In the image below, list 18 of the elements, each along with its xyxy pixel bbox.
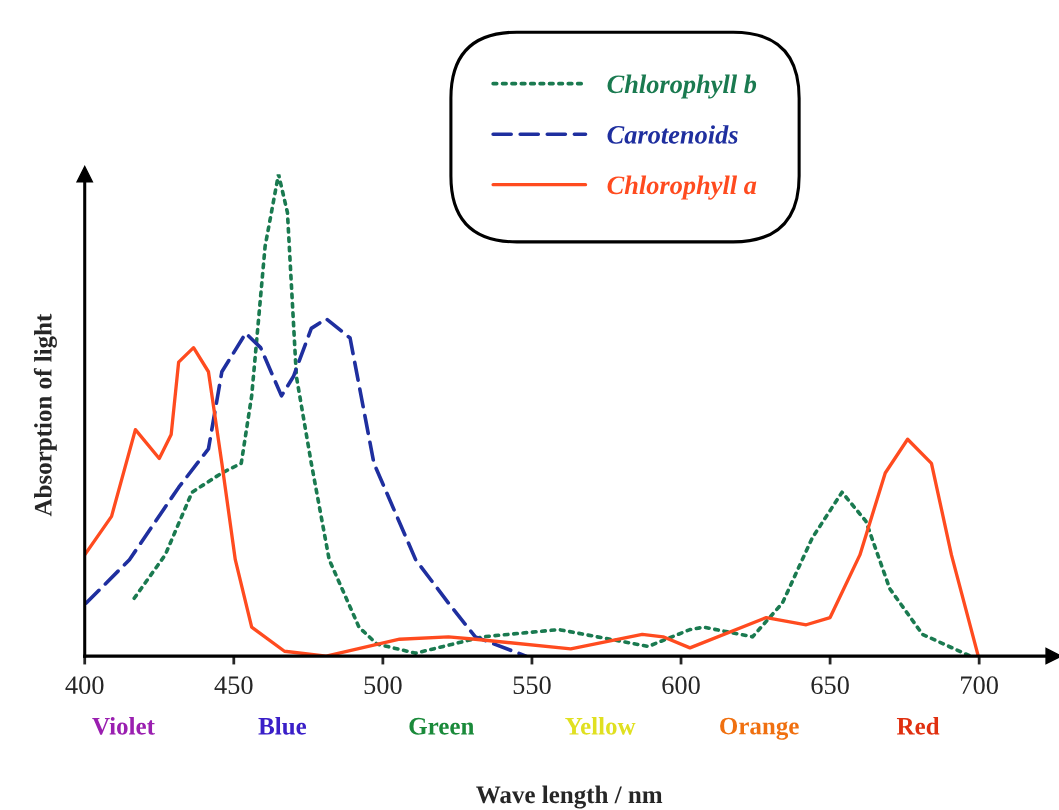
- text: Green: [409, 717, 475, 735]
- text: Blue: [258, 717, 307, 735]
- text: Red: [896, 717, 940, 735]
- x-tick-label: 450: [214, 676, 253, 695]
- x-tick-label: 650: [811, 676, 849, 695]
- text: Yellow: [565, 717, 636, 735]
- x-tick-label: 700: [961, 676, 998, 695]
- legend-label: Chlorophyll a: [607, 175, 757, 200]
- legend-label: Chlorophyll b: [607, 74, 757, 99]
- legend-label: Carotenoids: [607, 125, 738, 144]
- text: Violet: [92, 717, 155, 735]
- x-tick-label: 400: [65, 676, 104, 695]
- y-axis-title: Absorption of light: [33, 313, 57, 517]
- text: Orange: [720, 717, 799, 740]
- x-tick-label: 500: [364, 676, 402, 695]
- x-axis-title: Wave length / nm: [476, 785, 663, 809]
- x-tick-label: 550: [513, 676, 551, 695]
- x-tick-label: 600: [662, 676, 700, 695]
